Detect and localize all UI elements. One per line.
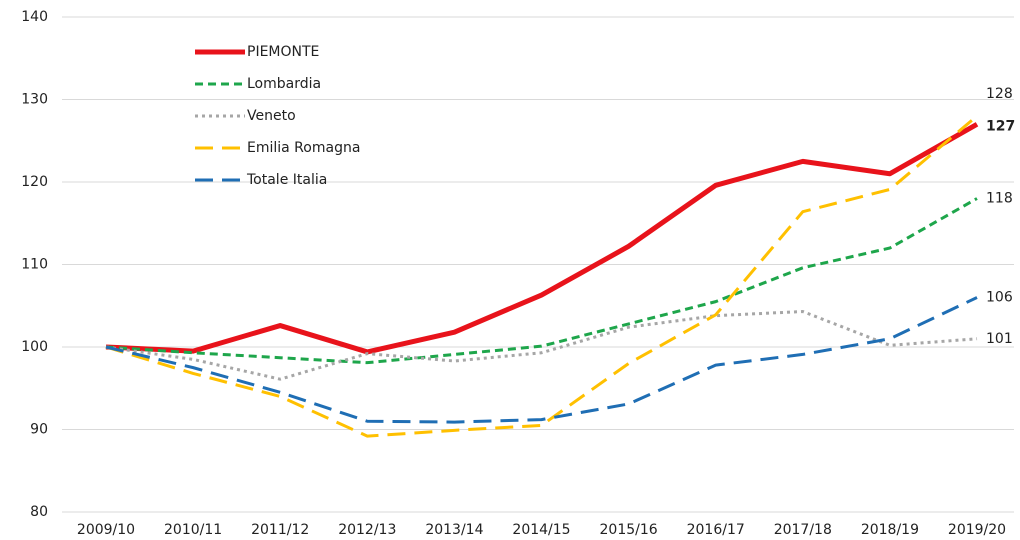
y-tick-label: 110 (21, 257, 48, 273)
x-tick-label: 2009/10 (77, 522, 135, 538)
x-tick-label: 2016/17 (687, 522, 745, 538)
y-tick-label: 130 (21, 92, 48, 108)
y-tick-label: 120 (21, 174, 48, 190)
x-tick-label: 2013/14 (425, 522, 483, 538)
x-tick-label: 2017/18 (774, 522, 832, 538)
x-tick-label: 2019/20 (948, 522, 1006, 538)
series-line (105, 296, 978, 424)
series-line (105, 310, 978, 381)
x-tick-label: 2012/13 (338, 522, 396, 538)
series-line (105, 197, 978, 365)
legend-label: Emilia Romagna (247, 140, 360, 156)
y-tick-label: 90 (30, 422, 48, 438)
series-line (105, 122, 979, 355)
x-tick-label: 2018/19 (861, 522, 919, 538)
data-label: 118 (986, 191, 1013, 207)
legend-label: PIEMONTE (247, 44, 319, 60)
y-tick-label: 80 (30, 504, 48, 520)
x-tick-label: 2015/16 (600, 522, 658, 538)
legend-label: Lombardia (247, 76, 321, 92)
data-label: 106 (986, 290, 1013, 306)
x-tick-label: 2010/11 (164, 522, 222, 538)
y-tick-label: 140 (21, 9, 48, 25)
legend-label: Totale Italia (246, 172, 327, 188)
data-label: 101 (986, 331, 1013, 347)
data-label: 128 (986, 86, 1013, 102)
x-tick-label: 2011/12 (251, 522, 309, 538)
legend-label: Veneto (247, 108, 296, 124)
x-tick-label: 2014/15 (512, 522, 570, 538)
y-tick-label: 100 (21, 339, 48, 355)
data-label: 127 (986, 118, 1015, 134)
series-line (105, 114, 978, 438)
